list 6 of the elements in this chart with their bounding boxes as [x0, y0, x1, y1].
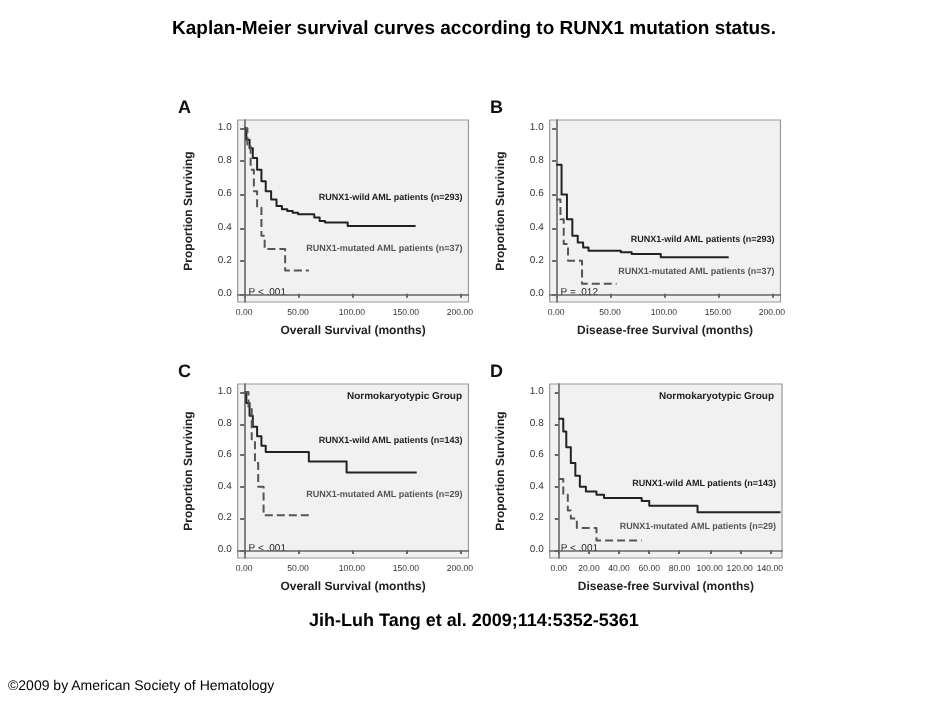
- chart-subtitle: B: [490, 97, 504, 117]
- chart-subtitle: C: [178, 361, 192, 381]
- text: Kaplan-Meier survival curves according to RUNX1 mutation status.: [170, 18, 778, 40]
- text: Jih-Luh Tang et al. 2009;114:5352-5361: [307, 610, 641, 630]
- chart-subtitle: D: [490, 361, 504, 381]
- chart-subtitle: A: [178, 97, 192, 117]
